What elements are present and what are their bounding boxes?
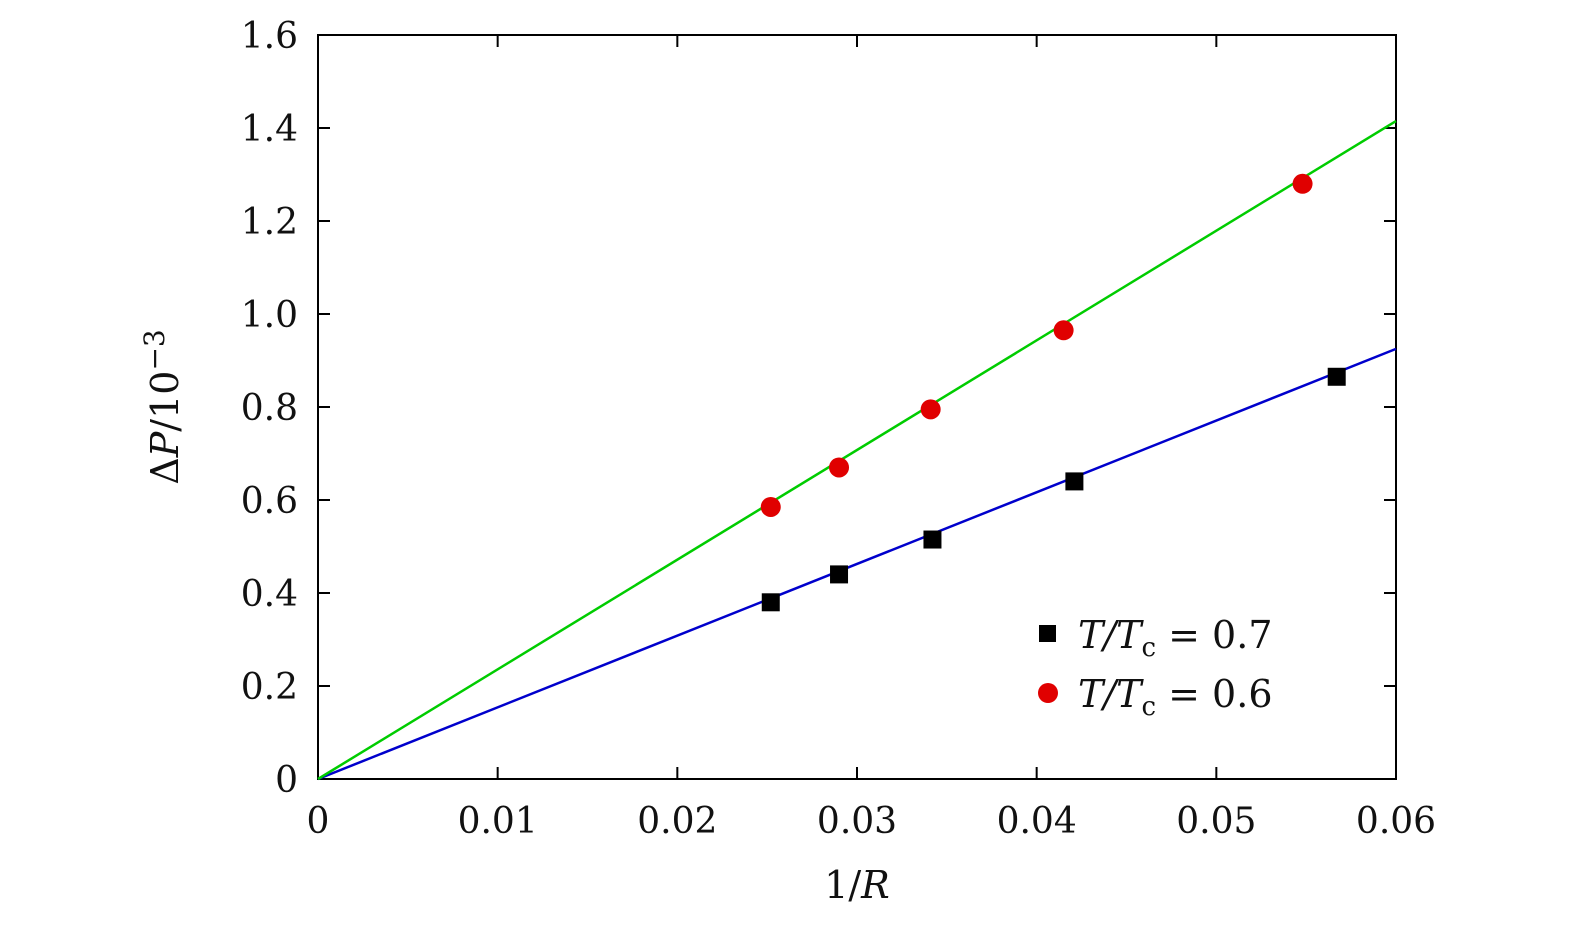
x-tick-label: 0.04 <box>997 801 1077 842</box>
legend-label-1-prefix: T/T <box>1078 672 1144 716</box>
data-point-circle <box>1053 320 1074 341</box>
legend-label-1-sub: c <box>1142 692 1157 722</box>
plot-frame <box>317 34 1397 780</box>
legend-marker-circle <box>1038 683 1058 703</box>
x-axis-title-var: R <box>860 863 890 907</box>
x-tick-label: 0.01 <box>458 801 538 842</box>
data-point-square <box>923 530 942 549</box>
y-tick-label: 1.6 <box>241 16 298 57</box>
data-point-square <box>830 565 849 584</box>
y-tick-label: 0 <box>275 760 298 801</box>
legend-label-1-suffix: = 0.6 <box>1156 672 1272 716</box>
x-tick-label: 0.03 <box>817 801 897 842</box>
legend-label-0-prefix: T/T <box>1078 613 1144 657</box>
y-axis-ticks: 0 0.2 0.4 0.6 0.8 1.0 1.2 1.4 1.6 <box>241 16 1396 801</box>
data-point-square <box>761 593 780 612</box>
y-tick-label: 1.2 <box>241 202 298 243</box>
x-tick-label: 0.05 <box>1176 801 1256 842</box>
x-tick-label: 0.06 <box>1356 801 1436 842</box>
fit-lines <box>317 119 1397 781</box>
x-tick-label: 0.02 <box>637 801 717 842</box>
y-axis-title-exponent: −3 <box>138 329 171 370</box>
y-tick-label: 0.2 <box>241 667 298 708</box>
data-point-circle <box>760 496 781 517</box>
y-axis-title-delta: Δ <box>143 457 187 484</box>
y-tick-label: 1.0 <box>241 295 298 336</box>
data-point-square <box>1065 472 1084 491</box>
data-point-circle <box>920 399 941 420</box>
legend: T/Tc = 0.7 T/Tc = 0.6 <box>1038 613 1273 722</box>
y-tick-label: 1.4 <box>241 109 298 150</box>
y-tick-label: 0.8 <box>241 388 298 429</box>
y-tick-label: 0.6 <box>241 481 298 522</box>
x-tick-label: 0 <box>307 801 330 842</box>
y-axis-title-var: P <box>143 430 187 458</box>
legend-label-0: T/Tc = 0.7 <box>1078 613 1273 663</box>
y-tick-label: 0.4 <box>241 574 298 615</box>
data-points <box>760 173 1346 612</box>
fit-line-series-0 <box>317 347 1397 781</box>
y-axis-title: ΔP/10−3 <box>138 329 187 484</box>
data-point-circle <box>829 457 850 478</box>
y-axis-title-rest: /10 <box>143 371 187 432</box>
legend-marker-square <box>1039 625 1056 642</box>
x-axis-title: 1/R <box>824 863 890 907</box>
x-axis-title-num: 1/ <box>824 863 861 907</box>
data-point-square <box>1327 367 1346 386</box>
fit-line-series-1 <box>317 119 1397 781</box>
legend-label-0-suffix: = 0.7 <box>1156 613 1272 657</box>
data-point-circle <box>1292 173 1313 194</box>
x-axis-ticks: 0 0.01 0.02 0.03 0.04 0.05 0.06 <box>307 35 1436 842</box>
legend-label-1: T/Tc = 0.6 <box>1078 672 1273 722</box>
legend-label-0-sub: c <box>1142 633 1157 663</box>
